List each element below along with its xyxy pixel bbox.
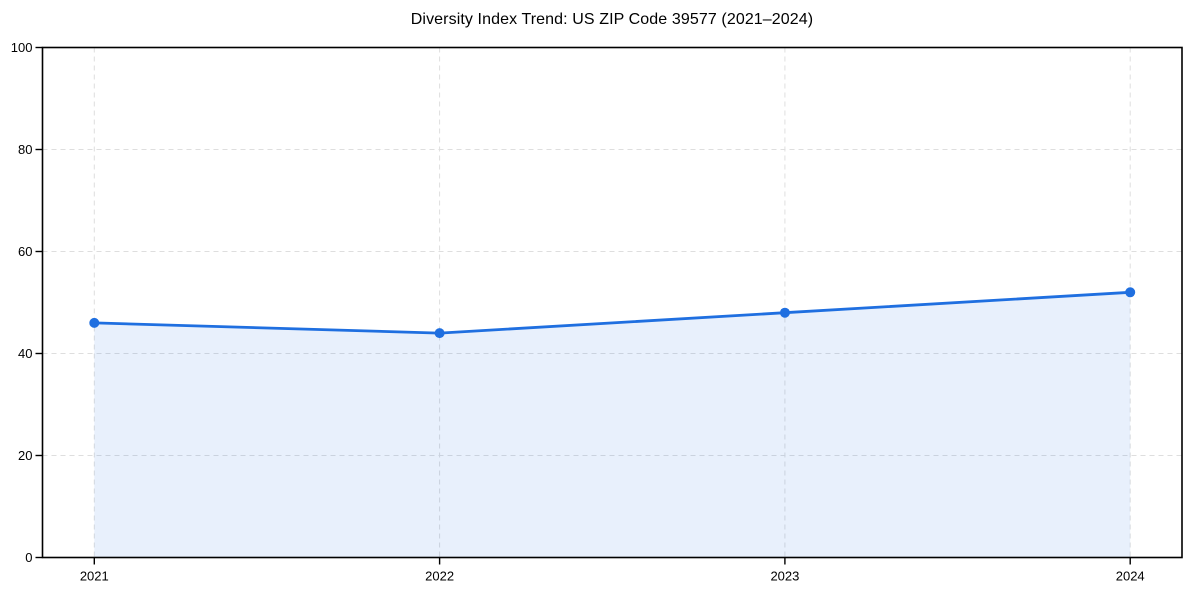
area-fill: [94, 292, 1131, 558]
data-point-2023: [779, 307, 790, 318]
data-point-2022: [434, 328, 445, 339]
y-tick-label: 100: [11, 40, 33, 55]
chart-title: Diversity Index Trend: US ZIP Code 39577…: [410, 11, 814, 28]
x-tick-label: 2024: [1116, 569, 1145, 584]
data-point-2021: [89, 317, 100, 328]
y-tick-label: 40: [18, 346, 32, 361]
x-tick-label: 2022: [425, 569, 454, 584]
x-tick-label: 2023: [770, 569, 799, 584]
y-tick-label: 0: [25, 550, 32, 565]
y-tick-label: 80: [18, 142, 32, 157]
y-tick-label: 60: [18, 244, 32, 259]
trend-line: [92, 290, 1132, 335]
plot-border: [41, 46, 1183, 559]
data-point-2024: [1125, 287, 1136, 298]
y-tick-label: 20: [18, 448, 32, 463]
x-tick-label: 2021: [80, 569, 109, 584]
